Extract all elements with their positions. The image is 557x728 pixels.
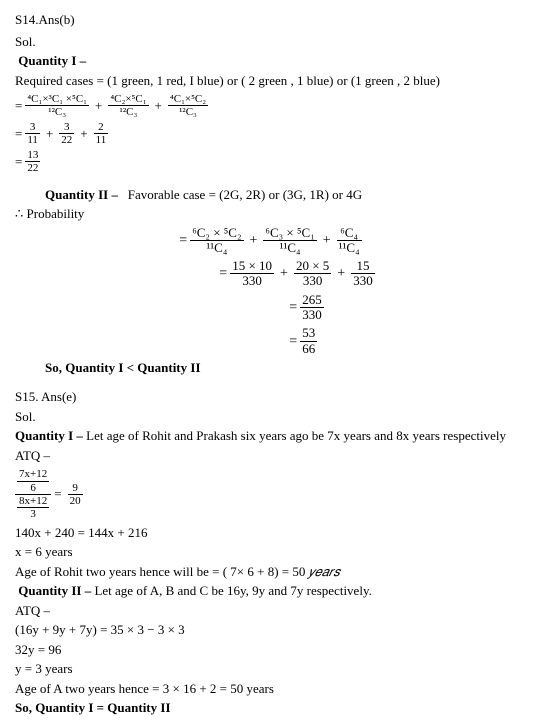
s14-header: S14.Ans(b) [15, 10, 542, 30]
s14-eq-line3: = 1322 [15, 149, 542, 174]
s14-q1-title: Quantity I – [15, 51, 542, 71]
s15-header: S15. Ans(e) [15, 387, 542, 407]
s15-eq-ratio: 7x+1268x+123 = 920 [15, 468, 542, 519]
s15-sol: Sol. [15, 407, 542, 427]
s14-sol: Sol. [15, 32, 542, 52]
s14-prob: ∴ Probability [15, 204, 542, 224]
s14-q1-cases: Required cases = (1 green, 1 red, I blue… [15, 71, 542, 91]
s15-e7: Age of A two years hence = 3 × 16 + 2 = … [15, 679, 542, 699]
s15-e6: y = 3 years [15, 659, 542, 679]
s15-atq: ATQ – [15, 446, 542, 466]
s15-q2-line: Quantity II – Let age of A, B and C be 1… [15, 581, 542, 601]
s15-e5: 32y = 96 [15, 640, 542, 660]
s15-e4: (16y + 9y + 7y) = 35 × 3 − 3 × 3 [15, 620, 542, 640]
s15-e1: 140x + 240 = 144x + 216 [15, 523, 542, 543]
s15-e2: x = 6 years [15, 542, 542, 562]
s14-q2-line: Quantity II – Favorable case = (2G, 2R) … [45, 185, 542, 205]
s15-atq2: ATQ – [15, 601, 542, 621]
s14-eq-line2: = 311 + 322 + 211 [15, 121, 542, 146]
s15-q1-line: Quantity I – Let age of Rohit and Prakas… [15, 426, 542, 446]
s14-conclusion: So, Quantity I < Quantity II [45, 358, 542, 378]
s14-q2-equations: = ⁶C₂ × ⁵C₂¹¹C₄ + ⁶C₃ × ⁵C₁¹¹C₄ + ⁶C₄¹¹C… [15, 224, 542, 358]
s14-eq-line1: = ⁴C₁×³C₁ ×⁵C₁¹²C₃ + ⁴C₂×⁵C₁¹²C₃ + ⁴C₁×⁵… [15, 93, 542, 118]
s15-e3: Age of Rohit two years hence will be = (… [15, 562, 542, 582]
